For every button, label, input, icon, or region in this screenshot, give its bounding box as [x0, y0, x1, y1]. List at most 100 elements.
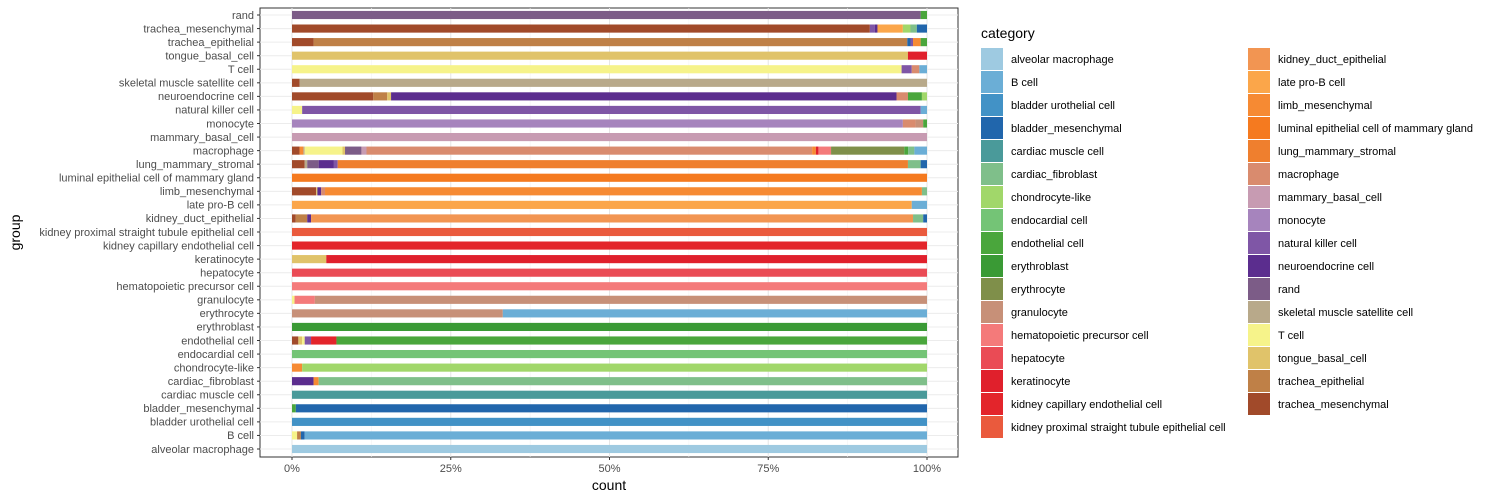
- bar-segment: [307, 160, 319, 169]
- legend-swatch: [981, 232, 1003, 254]
- bar-segment: [907, 160, 921, 169]
- bar-segment: [292, 214, 296, 223]
- bar-segment: [333, 160, 338, 169]
- y-tick-label: alveolar macrophage: [151, 444, 254, 456]
- legend-swatch: [981, 48, 1003, 70]
- y-tick-label: erythroblast: [197, 322, 254, 334]
- legend-swatch: [1248, 186, 1270, 208]
- bar-segment: [923, 214, 927, 223]
- bar-segment: [292, 65, 902, 74]
- legend-label: neuroendocrine cell: [1278, 261, 1374, 273]
- y-tick-label: cardiac muscle cell: [161, 390, 254, 402]
- legend-swatch: [981, 255, 1003, 277]
- bar-segment: [920, 160, 927, 169]
- bar-segment: [292, 10, 921, 20]
- bar-segment: [314, 295, 927, 304]
- bar-segment: [913, 214, 924, 223]
- y-tick-label: kidney capillary endothelial cell: [103, 240, 254, 252]
- bar-segment: [317, 187, 322, 196]
- bar-segment: [311, 214, 914, 223]
- bar-segment: [502, 309, 927, 318]
- y-tick-label: erythrocyte: [200, 308, 254, 320]
- bar-segment: [311, 336, 337, 345]
- legend-swatch: [1248, 255, 1270, 277]
- legend-swatch: [1248, 209, 1270, 231]
- legend-swatch: [1248, 278, 1270, 300]
- legend-swatch: [1248, 163, 1270, 185]
- y-tick-label: tongue_basal_cell: [165, 50, 254, 62]
- bar-segment: [292, 295, 295, 304]
- legend-label: lung_mammary_stromal: [1278, 146, 1396, 158]
- y-tick-label: lung_mammary_stromal: [136, 159, 254, 171]
- bar-segment: [831, 146, 905, 155]
- bar-segment: [303, 146, 305, 155]
- legend-label: hematopoietic precursor cell: [1011, 330, 1149, 342]
- y-tick-label: hepatocyte: [200, 267, 254, 279]
- bar-segment: [911, 200, 927, 209]
- bar-segment: [298, 336, 303, 345]
- legend-swatch: [1248, 393, 1270, 415]
- legend-label: keratinocyte: [1011, 376, 1070, 388]
- legend-label: luminal epithelial cell of mammary gland: [1278, 123, 1473, 135]
- bar-segment: [325, 187, 922, 196]
- bar-segment: [913, 38, 921, 47]
- bar-segment: [292, 431, 298, 440]
- bar-segment: [342, 146, 346, 155]
- bar-segment: [916, 24, 927, 33]
- bar-segment: [914, 146, 927, 155]
- legend-label: bladder_mesenchymal: [1011, 123, 1122, 135]
- legend-swatch: [1248, 232, 1270, 254]
- bar-segment: [302, 105, 921, 115]
- y-tick-label: endocardial cell: [178, 349, 254, 361]
- bar-segment: [292, 349, 927, 359]
- bar-segment: [326, 255, 927, 264]
- legend-title: category: [981, 25, 1035, 41]
- legend-swatch: [1248, 48, 1270, 70]
- bar-segment: [292, 227, 927, 237]
- x-axis-title: count: [592, 477, 626, 493]
- bar-segment: [907, 51, 927, 60]
- legend-swatch: [1248, 301, 1270, 323]
- bar-segment: [292, 78, 300, 87]
- bar-segment: [292, 363, 303, 372]
- bar-segment: [313, 377, 319, 386]
- bar-segment: [292, 309, 503, 318]
- bar-segment: [313, 38, 908, 47]
- y-tick-label: kidney proximal straight tubule epitheli…: [39, 227, 254, 239]
- legend-swatch: [1248, 140, 1270, 162]
- bar-segment: [818, 146, 832, 155]
- legend-label: endothelial cell: [1011, 238, 1084, 250]
- bar-segment: [304, 160, 308, 169]
- bar-segment: [302, 363, 927, 372]
- y-tick-label: granulocyte: [197, 295, 254, 307]
- bar-segment: [908, 146, 915, 155]
- bar-segment: [874, 24, 878, 33]
- bar-segment: [915, 119, 924, 128]
- bar-segment: [299, 146, 304, 155]
- bar-segment: [904, 146, 909, 155]
- x-tick-label: 100%: [913, 463, 941, 475]
- bar-segment: [292, 51, 908, 60]
- bar-segment: [321, 187, 326, 196]
- bar-segment: [292, 444, 927, 454]
- bar-segment: [292, 187, 317, 196]
- legend-swatch: [981, 163, 1003, 185]
- bar-segment: [304, 336, 312, 345]
- y-tick-label: bladder_mesenchymal: [143, 403, 254, 415]
- bar-segment: [812, 146, 816, 155]
- bar-segment: [292, 404, 296, 413]
- legend-label: monocyte: [1278, 215, 1326, 227]
- legend-label: tongue_basal_cell: [1278, 353, 1367, 365]
- bar-segment: [292, 92, 374, 101]
- x-tick-label: 25%: [440, 463, 462, 475]
- bar-segment: [387, 92, 392, 101]
- y-tick-label: rand: [232, 10, 254, 22]
- legend-swatch: [981, 94, 1003, 116]
- legend-swatch: [1248, 94, 1270, 116]
- bar-segment: [336, 336, 927, 345]
- y-tick-label: cardiac_fibroblast: [168, 376, 254, 388]
- bar-segment: [292, 146, 300, 155]
- legend-swatch: [981, 186, 1003, 208]
- bar-segment: [292, 200, 912, 209]
